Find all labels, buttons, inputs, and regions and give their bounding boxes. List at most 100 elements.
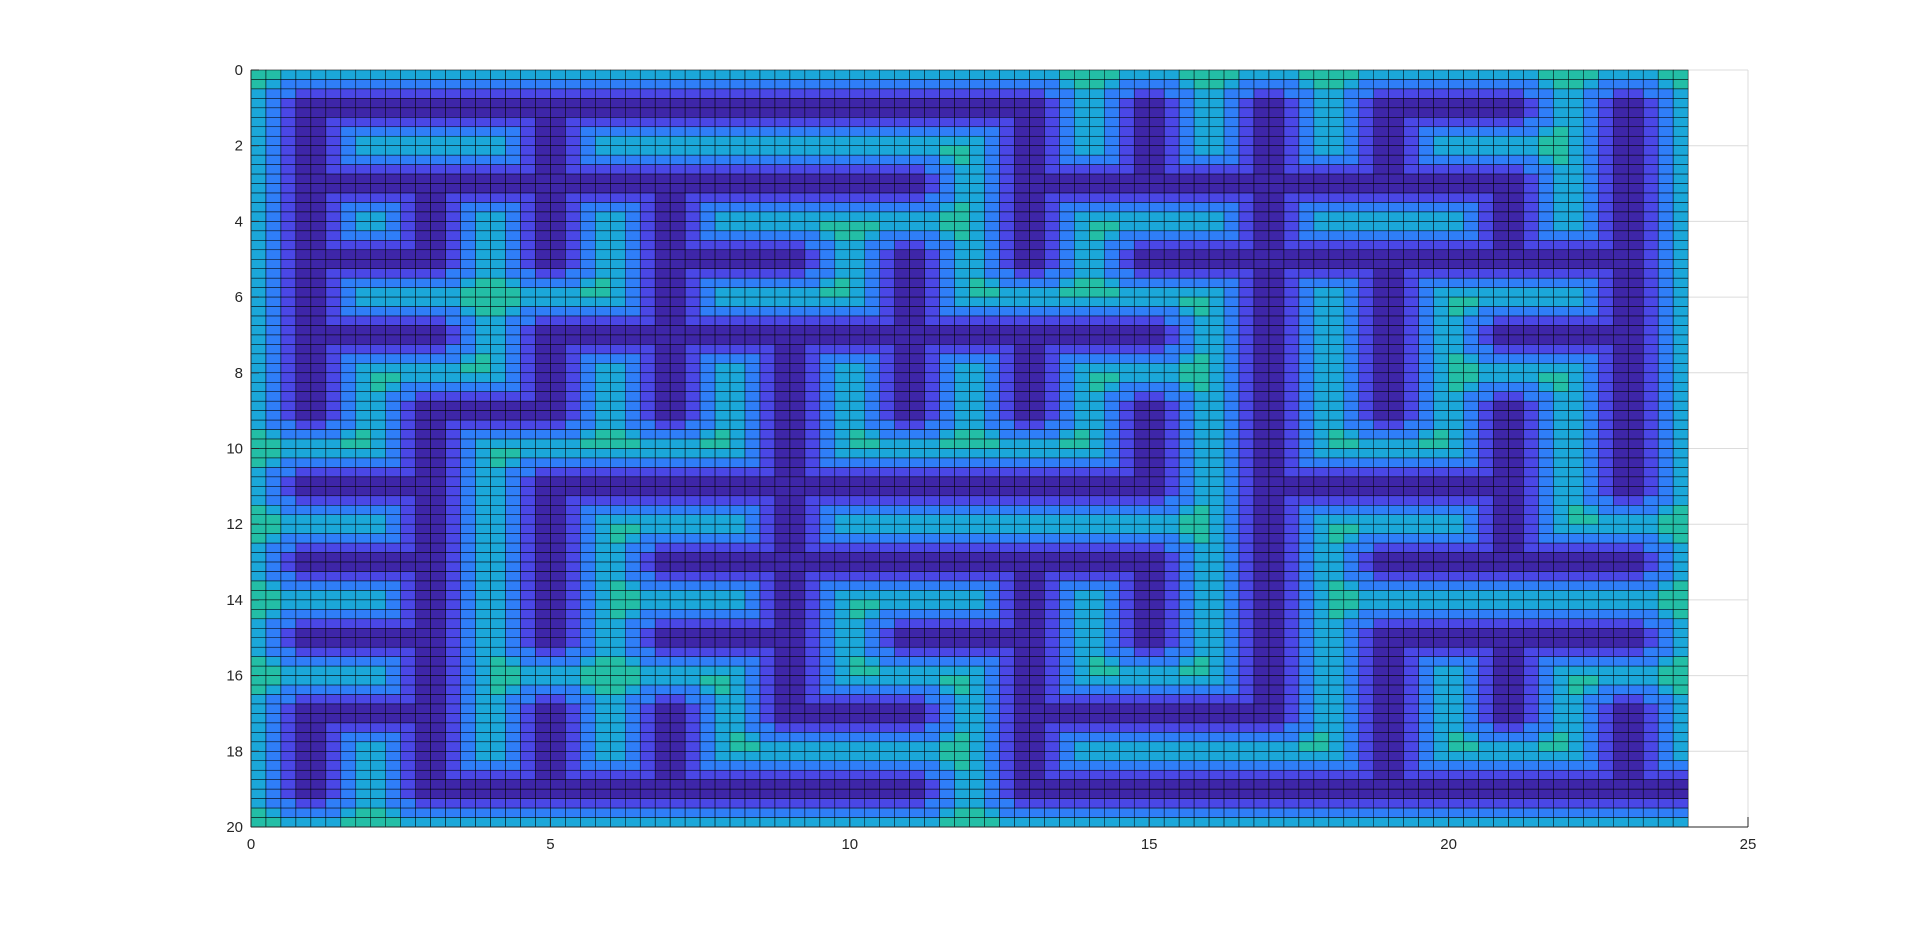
heatmap-cell <box>326 439 341 448</box>
heatmap-cell <box>715 184 730 193</box>
heatmap-cell <box>1553 89 1568 98</box>
heatmap-cell <box>356 420 371 429</box>
heatmap-cell <box>940 449 955 458</box>
heatmap-cell <box>1538 420 1553 429</box>
heatmap-cell <box>790 297 805 306</box>
heatmap-cell <box>595 449 610 458</box>
heatmap-cell <box>775 430 790 439</box>
heatmap-cell <box>311 297 326 306</box>
heatmap-cell <box>1074 117 1089 126</box>
heatmap-cell <box>1179 127 1194 136</box>
heatmap-cell <box>1239 108 1254 117</box>
heatmap-cell <box>1194 108 1209 117</box>
heatmap-cell <box>1374 221 1389 230</box>
heatmap-cell <box>1000 269 1015 278</box>
heatmap-cell <box>745 221 760 230</box>
heatmap-cell <box>700 449 715 458</box>
heatmap-cell <box>1254 363 1269 372</box>
heatmap-cell <box>850 307 865 316</box>
heatmap-cell <box>1389 184 1404 193</box>
heatmap-cell <box>386 392 401 401</box>
heatmap-cell <box>805 515 820 524</box>
heatmap-cell <box>1508 363 1523 372</box>
heatmap-cell <box>955 278 970 287</box>
heatmap-cell <box>371 486 386 495</box>
heatmap-cell <box>580 420 595 429</box>
heatmap-cell <box>251 496 266 505</box>
heatmap-cell <box>1449 117 1464 126</box>
heatmap-cell <box>535 354 550 363</box>
heatmap-cell <box>745 477 760 486</box>
heatmap-cell <box>386 136 401 145</box>
heatmap-cell <box>1284 363 1299 372</box>
heatmap-cell <box>1314 250 1329 259</box>
heatmap-cell <box>1673 307 1688 316</box>
heatmap-cell <box>730 382 745 391</box>
heatmap-cell <box>865 411 880 420</box>
heatmap-cell <box>625 269 640 278</box>
heatmap-cell <box>1419 335 1434 344</box>
heatmap-cell <box>535 89 550 98</box>
heatmap-cell <box>1464 184 1479 193</box>
heatmap-cell <box>311 89 326 98</box>
heatmap-cell <box>1239 458 1254 467</box>
heatmap-cell <box>1583 344 1598 353</box>
heatmap-cell <box>1538 543 1553 552</box>
heatmap-cell <box>1044 496 1059 505</box>
heatmap-cell <box>401 420 416 429</box>
heatmap-cell <box>1179 288 1194 297</box>
heatmap-cell <box>805 335 820 344</box>
heatmap-cell <box>1059 98 1074 107</box>
heatmap-cell <box>565 486 580 495</box>
heatmap-cell <box>266 344 281 353</box>
heatmap-cell <box>1044 316 1059 325</box>
heatmap-cell <box>1254 250 1269 259</box>
heatmap-cell <box>715 401 730 410</box>
heatmap-cell <box>1224 297 1239 306</box>
heatmap-cell <box>1508 155 1523 164</box>
heatmap-cell <box>790 146 805 155</box>
heatmap-cell <box>1329 307 1344 316</box>
heatmap-cell <box>1389 496 1404 505</box>
heatmap-cell <box>1239 486 1254 495</box>
heatmap-cell <box>1613 524 1628 533</box>
heatmap-cell <box>1179 515 1194 524</box>
heatmap-cell <box>1029 221 1044 230</box>
heatmap-cell <box>266 505 281 514</box>
heatmap-cell <box>1613 89 1628 98</box>
heatmap-cell <box>1089 505 1104 514</box>
heatmap-cell <box>595 543 610 552</box>
heatmap-cell <box>1314 146 1329 155</box>
heatmap-cell <box>1299 486 1314 495</box>
heatmap-cell <box>1568 98 1583 107</box>
heatmap-cell <box>1568 174 1583 183</box>
heatmap-cell <box>1179 89 1194 98</box>
heatmap-cell <box>1538 146 1553 155</box>
heatmap-cell <box>670 344 685 353</box>
heatmap-cell <box>1194 420 1209 429</box>
heatmap-cell <box>1359 467 1374 476</box>
heatmap-cell <box>1224 392 1239 401</box>
heatmap-cell <box>1628 449 1643 458</box>
heatmap-cell <box>775 212 790 221</box>
heatmap-cell <box>610 411 625 420</box>
heatmap-cell <box>461 553 476 562</box>
heatmap-cell <box>1179 543 1194 552</box>
heatmap-cell <box>1404 155 1419 164</box>
heatmap-cell <box>895 98 910 107</box>
heatmap-cell <box>1508 534 1523 543</box>
heatmap-cell <box>520 363 535 372</box>
heatmap-cell <box>1508 449 1523 458</box>
heatmap-cell <box>1553 534 1568 543</box>
heatmap-cell <box>401 202 416 211</box>
heatmap-cell <box>311 269 326 278</box>
heatmap-cell <box>416 553 431 562</box>
heatmap-cell <box>1134 269 1149 278</box>
heatmap-cell <box>1628 259 1643 268</box>
heatmap-cell <box>550 127 565 136</box>
heatmap-cell <box>580 496 595 505</box>
heatmap-cell <box>251 174 266 183</box>
heatmap-cell <box>1254 231 1269 240</box>
heatmap-cell <box>1299 136 1314 145</box>
heatmap-cell <box>595 259 610 268</box>
